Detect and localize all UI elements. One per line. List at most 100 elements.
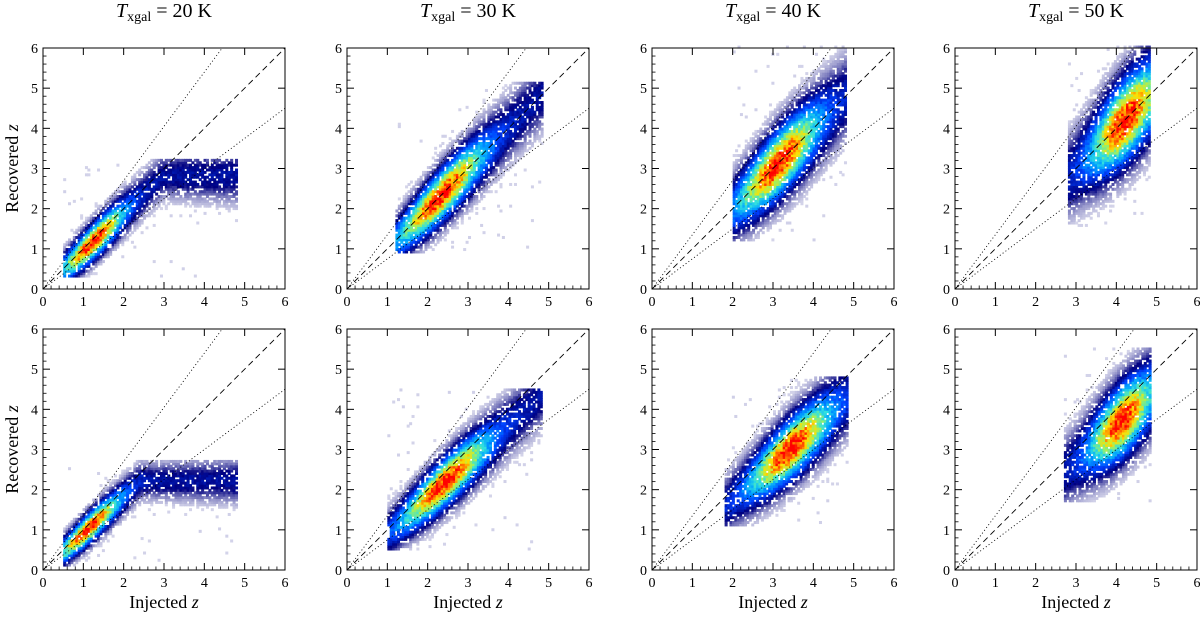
heatmap-cell: [535, 84, 539, 88]
heatmap-cell: [448, 202, 452, 206]
heatmap-cell: [470, 139, 474, 143]
heatmap-cell: [807, 96, 811, 100]
heatmap-cell: [453, 204, 457, 208]
heatmap-cell: [513, 91, 517, 95]
heatmap-cell: [752, 190, 756, 194]
heatmap-cell: [795, 108, 799, 112]
heatmap-cell: [455, 163, 459, 167]
heatmap-cell: [455, 180, 459, 184]
heatmap-cell: [210, 178, 214, 182]
heatmap-cell: [174, 166, 178, 170]
heatmap-cell: [807, 134, 811, 138]
heatmap-cell: [492, 127, 496, 131]
heatmap-cell: [468, 149, 472, 153]
y-tick-label: 0: [31, 283, 38, 298]
heatmap-cell: [184, 173, 188, 177]
heatmap-cell: [140, 199, 144, 203]
heatmap-cell: [453, 161, 457, 165]
heatmap-cell: [798, 117, 802, 121]
heatmap-cell: [737, 214, 741, 218]
heatmap-cell: [441, 202, 445, 206]
heatmap-cell: [434, 168, 438, 172]
heatmap-cell: [764, 209, 768, 213]
column-title: Txgal = 50 K: [1028, 0, 1125, 25]
heatmap-cell: [776, 120, 780, 124]
heatmap-cell: [523, 127, 527, 131]
heatmap-cell: [814, 88, 818, 92]
heatmap-cell: [819, 86, 823, 90]
heatmap-cell: [72, 257, 76, 261]
heatmap-cell: [152, 199, 156, 203]
heatmap-cell: [176, 180, 180, 184]
heatmap-cell: [201, 199, 205, 203]
heatmap-cell: [400, 235, 404, 239]
heatmap-cell: [739, 187, 743, 191]
heatmap-cell: [443, 134, 447, 138]
heatmap-cell: [72, 264, 76, 268]
heatmap-cell: [535, 117, 539, 121]
heatmap-cell: [489, 134, 493, 138]
heatmap-cell: [208, 190, 212, 194]
heatmap-cell: [516, 88, 520, 92]
heatmap-cell: [162, 168, 166, 172]
heatmap-cell: [94, 204, 98, 208]
heatmap-cell: [463, 163, 467, 167]
heatmap-cell: [480, 120, 484, 124]
heatmap-cell: [807, 120, 811, 124]
heatmap-cell: [104, 204, 108, 208]
heatmap-cell: [465, 134, 469, 138]
heatmap-cell: [793, 137, 797, 141]
heatmap-cell: [152, 185, 156, 189]
heatmap-cell: [174, 187, 178, 191]
heatmap-cell: [80, 243, 84, 247]
heatmap-cell: [800, 117, 804, 121]
heatmap-cell: [737, 190, 741, 194]
heatmap-cell: [453, 156, 457, 160]
heatmap-cell: [68, 243, 72, 247]
heatmap-cell: [179, 199, 183, 203]
heatmap-cell: [822, 161, 826, 165]
heatmap-cell: [143, 204, 147, 208]
heatmap-cell: [101, 221, 105, 225]
heatmap-cell: [494, 149, 498, 153]
heatmap-cell: [516, 115, 520, 119]
heatmap-cell: [499, 154, 503, 158]
heatmap-cell: [198, 190, 202, 194]
heatmap-cell: [227, 161, 231, 165]
heatmap-cell: [739, 156, 743, 160]
heatmap-cell: [113, 219, 118, 223]
heatmap-cell: [80, 228, 84, 232]
heatmap-cell: [812, 122, 816, 126]
heatmap-cell: [477, 199, 481, 203]
heatmap-cell: [781, 166, 785, 170]
heatmap-cell: [448, 151, 452, 155]
heatmap-cell: [475, 202, 479, 206]
heatmap-cell: [138, 168, 142, 172]
heatmap-cell: [528, 96, 532, 100]
heatmap-cell: [756, 166, 760, 170]
heatmap-cell: [75, 235, 79, 239]
heatmap-cell: [186, 168, 190, 172]
heatmap-cell: [516, 91, 520, 95]
heatmap-cell: [82, 221, 86, 225]
heatmap-cell: [446, 175, 450, 179]
heatmap-cell: [484, 158, 488, 162]
heatmap-cell: [754, 199, 758, 203]
heatmap-cell: [438, 190, 442, 194]
heatmap-cell: [783, 192, 787, 196]
heatmap-cell: [465, 156, 469, 160]
column-title: Txgal = 20 K: [116, 0, 213, 25]
heatmap-cell: [802, 173, 806, 177]
heatmap-cell: [822, 163, 826, 167]
heatmap-cell: [446, 228, 450, 232]
heatmap-cell: [744, 156, 748, 160]
heatmap-cell: [140, 221, 144, 225]
heatmap-cell: [795, 173, 799, 177]
heatmap-cell: [193, 185, 197, 189]
heatmap-cell: [429, 233, 433, 237]
heatmap-cell: [518, 127, 522, 131]
heatmap-cell: [167, 197, 171, 201]
heatmap-cell: [407, 202, 411, 206]
heatmap-cell: [506, 127, 510, 131]
heatmap-cell: [480, 195, 484, 199]
